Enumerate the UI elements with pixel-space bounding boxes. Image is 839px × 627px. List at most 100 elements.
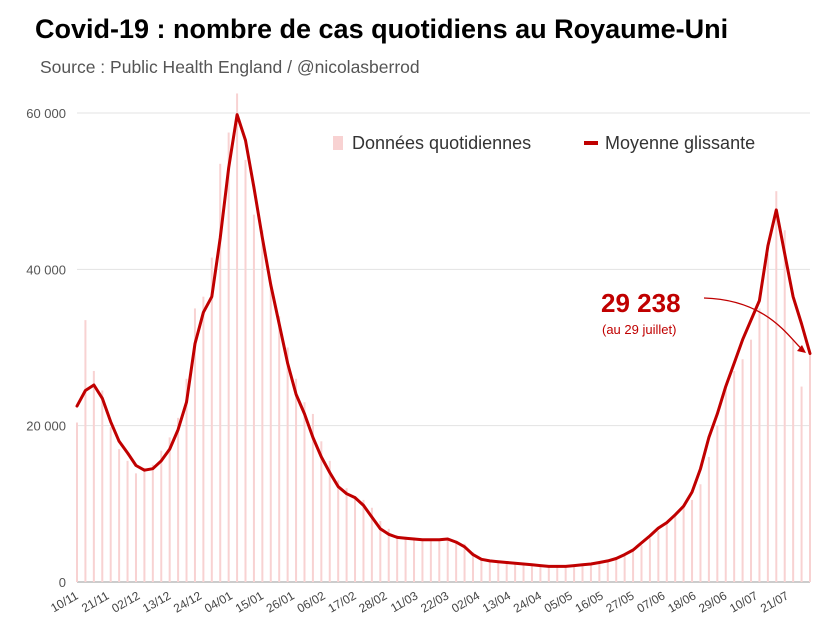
daily-bar bbox=[733, 370, 736, 582]
daily-bar bbox=[387, 528, 390, 582]
daily-bar bbox=[109, 427, 112, 582]
daily-bar bbox=[311, 413, 314, 582]
daily-bar bbox=[497, 562, 500, 582]
daily-bar bbox=[354, 496, 357, 582]
x-tick-label: 04/01 bbox=[202, 588, 235, 615]
daily-bar bbox=[691, 499, 694, 582]
daily-bar bbox=[160, 450, 163, 582]
callout-arrow bbox=[703, 297, 805, 352]
x-tick-label: 21/07 bbox=[758, 588, 791, 615]
daily-bar bbox=[615, 559, 618, 582]
daily-bar bbox=[623, 556, 626, 582]
callout-arrowhead bbox=[797, 345, 806, 353]
daily-bar bbox=[404, 536, 407, 582]
daily-bar bbox=[809, 353, 811, 582]
daily-bar bbox=[573, 565, 576, 582]
daily-bar bbox=[286, 347, 289, 582]
daily-bar bbox=[589, 564, 592, 582]
daily-bar bbox=[716, 425, 719, 582]
daily-bar bbox=[522, 564, 525, 582]
daily-bar bbox=[295, 378, 298, 582]
daily-bar bbox=[134, 473, 137, 582]
x-tick-label: 27/05 bbox=[604, 588, 637, 615]
daily-bar bbox=[236, 93, 239, 582]
rolling-average-layer bbox=[75, 113, 812, 568]
daily-bar bbox=[118, 449, 121, 582]
x-tick-label: 06/02 bbox=[295, 588, 328, 615]
daily-bar bbox=[126, 460, 129, 582]
daily-bar bbox=[143, 467, 146, 582]
x-tick-label: 21/11 bbox=[79, 588, 112, 615]
x-tick-label: 28/02 bbox=[356, 588, 389, 615]
x-axis-ticks: 10/1121/1102/1213/1224/1204/0115/0126/01… bbox=[48, 588, 791, 615]
daily-bar bbox=[581, 564, 584, 582]
daily-bar bbox=[278, 316, 281, 582]
x-tick-label: 22/03 bbox=[418, 588, 451, 615]
daily-bar bbox=[429, 539, 432, 582]
daily-bar bbox=[193, 308, 196, 582]
daily-bar bbox=[421, 539, 424, 582]
daily-bar bbox=[632, 551, 635, 582]
daily-bar bbox=[514, 563, 517, 582]
chart-subtitle: Source : Public Health England / @nicola… bbox=[40, 57, 420, 77]
daily-bar bbox=[488, 561, 491, 582]
daily-bar bbox=[598, 562, 601, 582]
daily-bar bbox=[177, 417, 180, 582]
daily-bar bbox=[320, 441, 323, 582]
daily-bar bbox=[480, 558, 483, 582]
daily-bar bbox=[303, 402, 306, 582]
daily-bar bbox=[758, 308, 761, 582]
daily-bar bbox=[185, 378, 188, 582]
chart-title: Covid-19 : nombre de cas quotidiens au R… bbox=[35, 14, 729, 44]
daily-bar bbox=[244, 159, 247, 582]
daily-bar bbox=[227, 132, 230, 582]
daily-bar bbox=[471, 552, 474, 582]
legend: Données quotidiennes Moyenne glissante bbox=[333, 133, 755, 153]
daily-bar bbox=[707, 456, 710, 582]
x-tick-label: 05/05 bbox=[542, 588, 575, 615]
daily-bar bbox=[202, 296, 205, 582]
daily-bar bbox=[337, 480, 340, 582]
callout-value: 29 238 bbox=[601, 288, 681, 318]
x-tick-label: 13/12 bbox=[140, 588, 173, 615]
daily-bar bbox=[674, 514, 677, 582]
x-tick-label: 02/12 bbox=[109, 588, 142, 615]
daily-bar bbox=[556, 567, 559, 582]
daily-bar bbox=[792, 339, 795, 582]
daily-bar bbox=[766, 253, 769, 582]
legend-swatch-daily bbox=[333, 136, 343, 150]
x-tick-label: 15/01 bbox=[233, 588, 266, 615]
x-tick-label: 18/06 bbox=[665, 588, 698, 615]
daily-bar bbox=[413, 537, 416, 582]
daily-bar bbox=[269, 284, 272, 582]
x-tick-label: 11/03 bbox=[388, 588, 421, 615]
y-tick-label: 20 000 bbox=[26, 419, 66, 434]
daily-bar bbox=[724, 386, 727, 582]
daily-bar bbox=[76, 422, 78, 582]
x-tick-label: 26/01 bbox=[264, 588, 297, 615]
daily-bar bbox=[606, 560, 609, 582]
daily-bar bbox=[252, 214, 255, 582]
daily-bar bbox=[564, 567, 567, 582]
callout-note: (au 29 juillet) bbox=[602, 322, 676, 337]
daily-bar bbox=[446, 539, 449, 582]
daily-bar bbox=[547, 566, 550, 582]
daily-bar bbox=[370, 507, 373, 582]
daily-bar bbox=[530, 564, 533, 582]
daily-bar bbox=[210, 257, 213, 582]
daily-bar bbox=[682, 507, 685, 582]
daily-bar bbox=[775, 191, 778, 582]
x-tick-label: 24/12 bbox=[171, 588, 204, 615]
daily-bar bbox=[379, 521, 382, 582]
y-tick-label: 60 000 bbox=[26, 106, 66, 121]
daily-bar bbox=[328, 460, 331, 582]
daily-bar bbox=[438, 539, 441, 582]
daily-bar bbox=[396, 535, 399, 582]
y-axis-ticks: 0 20 000 40 000 60 000 bbox=[26, 106, 66, 590]
daily-bar bbox=[648, 538, 651, 582]
daily-bars bbox=[76, 93, 811, 582]
daily-bar bbox=[463, 543, 466, 582]
daily-bar bbox=[219, 163, 222, 582]
x-tick-label: 07/06 bbox=[634, 588, 667, 615]
